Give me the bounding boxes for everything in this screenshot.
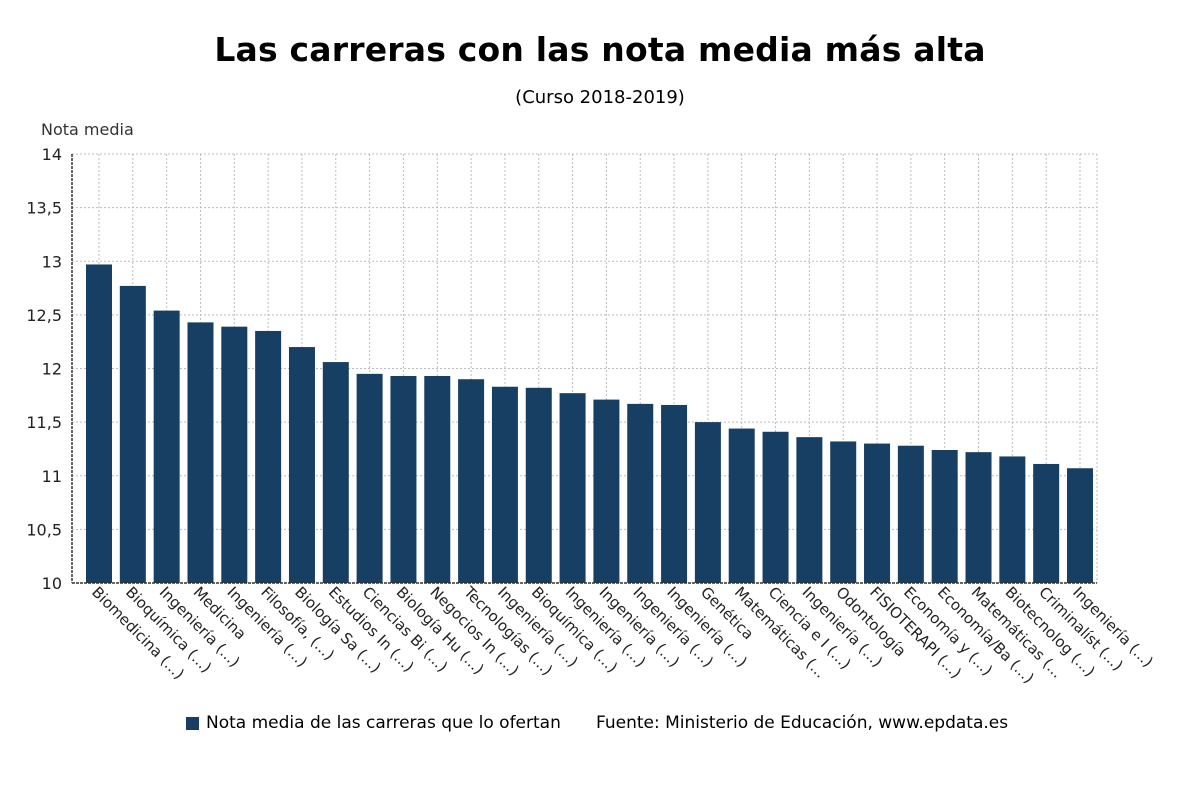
axes [71,154,1097,584]
bar [1033,463,1060,583]
y-tick-label: 10,5 [26,520,62,539]
bar [897,445,924,583]
bar [153,310,180,583]
bars [86,264,1093,583]
bar [559,393,586,583]
bar [694,422,721,583]
bar [830,441,857,583]
bar [322,362,349,583]
bar [187,322,214,583]
bar [458,379,485,583]
x-tick-labels: Biomedicina (...)Bioquímica (...)Ingenie… [88,582,1157,687]
bar [661,404,688,583]
y-tick-label: 13,5 [26,199,62,218]
bar [1067,468,1093,583]
y-axis-label: Nota media [41,120,134,139]
bar [931,450,958,583]
y-tick-label: 10 [42,574,62,593]
bar [119,285,146,583]
bar [965,452,992,583]
bar [491,386,518,583]
chart-subtitle: (Curso 2018-2019) [515,87,685,108]
bar [796,437,823,583]
y-tick-label: 11,5 [26,413,62,432]
source-note: Fuente: Ministerio de Educación, www.epd… [596,713,1009,733]
y-tick-label: 12 [42,360,62,379]
bar [221,326,248,583]
bar [593,399,620,583]
bar [390,376,417,583]
bar [255,330,282,583]
bar [728,428,755,583]
bar [288,347,315,583]
legend: Nota media de las carreras que lo oferta… [186,713,561,733]
y-tick-label: 11 [42,467,62,486]
y-tick-labels: 10 10,5 11 11,5 12 12,5 13 13,5 14 [26,145,62,593]
bar [999,456,1026,583]
chart-title: Las carreras con las nota media más alta [214,30,986,69]
y-tick-label: 14 [42,145,62,164]
y-tick-label: 13 [42,252,62,271]
bar [627,403,654,583]
y-tick-label: 12,5 [26,306,62,325]
bar [356,373,383,583]
bar [86,264,112,583]
legend-swatch [186,716,199,730]
legend-label: Nota media de las carreras que lo oferta… [206,713,561,733]
bar [864,443,891,583]
bar [762,431,789,583]
bar [525,387,552,583]
bar [424,376,451,583]
